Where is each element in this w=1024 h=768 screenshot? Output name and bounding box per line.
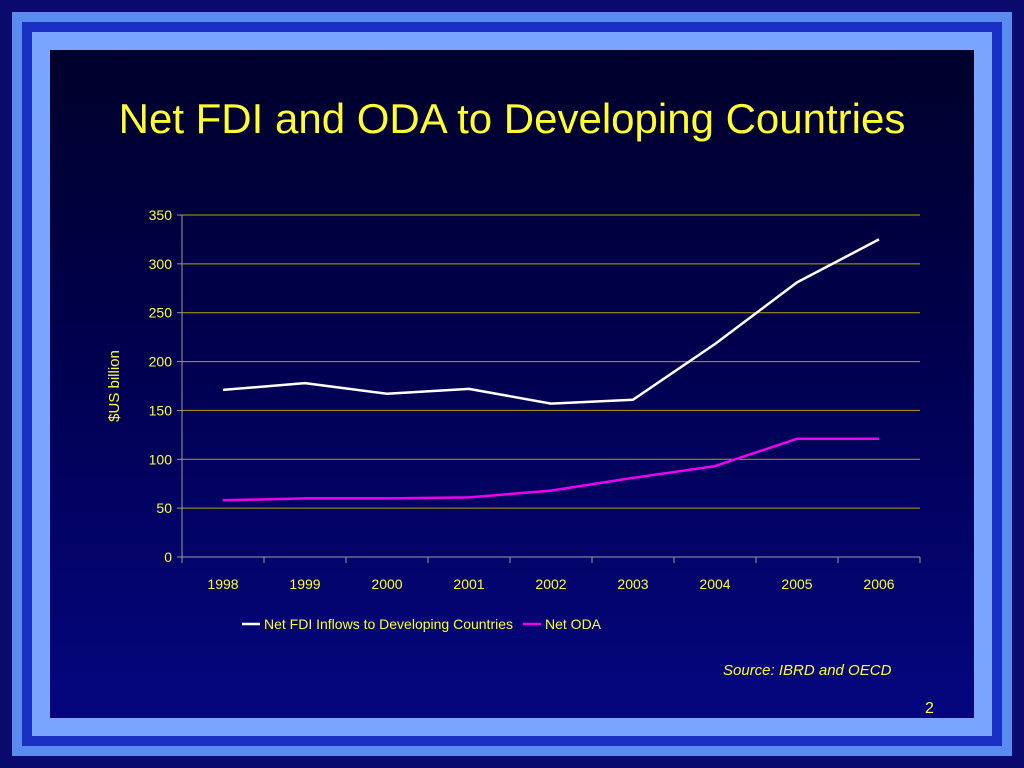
y-axis-ticks: 0 50 100 150 200 250 300 350 bbox=[149, 207, 182, 565]
slide-title: Net FDI and ODA to Developing Countries bbox=[118, 95, 906, 142]
y-tick-label: 200 bbox=[149, 354, 173, 370]
legend-label: Net ODA bbox=[545, 616, 602, 632]
chart-series bbox=[222, 238, 880, 502]
y-tick-label: 250 bbox=[149, 305, 173, 321]
y-tick-label: 350 bbox=[149, 207, 173, 223]
source-note: Source: IBRD and OECD bbox=[723, 662, 892, 679]
x-tick-label: 2001 bbox=[453, 576, 484, 592]
slide-panel: Net FDI and ODA to Developing Countries … bbox=[50, 50, 974, 718]
x-tick-label: 2004 bbox=[699, 576, 730, 592]
page-number: 2 bbox=[925, 700, 934, 717]
y-tick-label: 100 bbox=[149, 451, 173, 467]
y-axis-label: $US billion bbox=[106, 350, 123, 422]
chart-gridlines bbox=[182, 214, 920, 509]
x-tick-label: 2006 bbox=[863, 576, 894, 592]
x-tick-label: 2002 bbox=[535, 576, 566, 592]
x-tick-label: 1998 bbox=[207, 576, 238, 592]
x-tick-label: 2005 bbox=[781, 576, 812, 592]
y-tick-label: 150 bbox=[149, 402, 173, 418]
y-tick-label: 50 bbox=[156, 500, 172, 516]
y-tick-label: 0 bbox=[164, 549, 172, 565]
series-line-net-oda bbox=[222, 437, 879, 502]
line-chart: 0 50 100 150 200 250 300 350 1998 1999 2000 2001 20… bbox=[106, 207, 921, 632]
x-tick-label: 2003 bbox=[617, 576, 648, 592]
x-tick-label: 1999 bbox=[289, 576, 320, 592]
series-line-net-fdi bbox=[222, 238, 880, 405]
chart-legend: Net FDI Inflows to Developing Countries N… bbox=[242, 616, 602, 632]
x-tick-label: 2000 bbox=[371, 576, 402, 592]
x-axis-ticks: 1998 1999 2000 2001 2002 2003 2004 2005 2006 bbox=[181, 557, 921, 592]
y-tick-label: 300 bbox=[149, 256, 173, 272]
legend-label: Net FDI Inflows to Developing Countries bbox=[264, 616, 513, 632]
chart-axes bbox=[181, 215, 920, 558]
